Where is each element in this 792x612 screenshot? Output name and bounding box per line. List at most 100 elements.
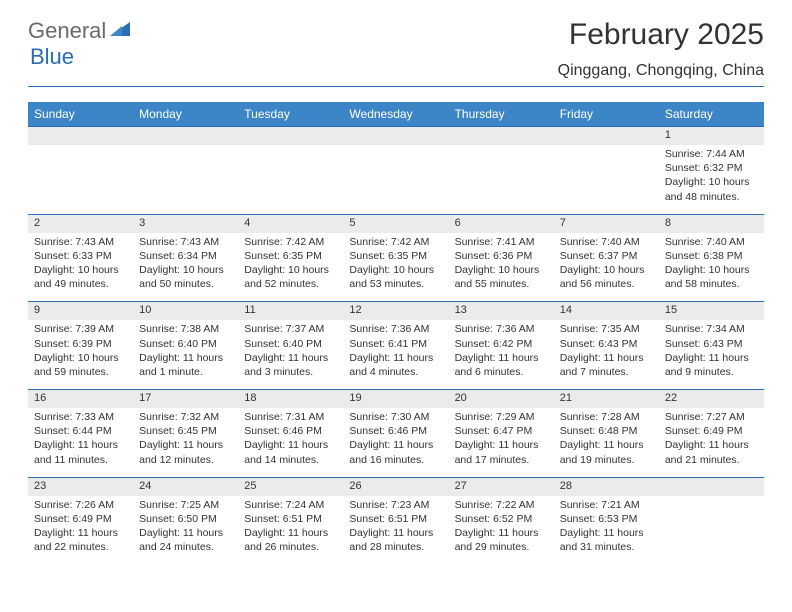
sunset-text: Sunset: 6:35 PM [349, 249, 442, 263]
daylight-text: Daylight: 10 hours and 59 minutes. [34, 351, 127, 379]
sunset-text: Sunset: 6:51 PM [349, 512, 442, 526]
day-details-cell: Sunrise: 7:43 AMSunset: 6:34 PMDaylight:… [133, 233, 238, 302]
sunrise-text: Sunrise: 7:31 AM [244, 410, 337, 424]
sunset-text: Sunset: 6:39 PM [34, 337, 127, 351]
day-details-cell: Sunrise: 7:29 AMSunset: 6:47 PMDaylight:… [449, 408, 554, 477]
day-details-cell: Sunrise: 7:36 AMSunset: 6:42 PMDaylight:… [449, 320, 554, 389]
day-number-cell: 9 [28, 302, 133, 321]
daylight-text: Daylight: 11 hours and 9 minutes. [665, 351, 758, 379]
day-details-cell: Sunrise: 7:42 AMSunset: 6:35 PMDaylight:… [238, 233, 343, 302]
day-number-cell: 4 [238, 214, 343, 233]
day-details-cell [554, 145, 659, 214]
day-number-cell: 7 [554, 214, 659, 233]
day-number-cell: 16 [28, 390, 133, 409]
title-block: February 2025 [569, 18, 764, 56]
sunset-text: Sunset: 6:43 PM [560, 337, 653, 351]
daylight-text: Daylight: 11 hours and 22 minutes. [34, 526, 127, 554]
day-number: 23 [28, 478, 133, 496]
day-number-cell: 25 [238, 477, 343, 496]
day-details-cell: Sunrise: 7:41 AMSunset: 6:36 PMDaylight:… [449, 233, 554, 302]
day-details-cell: Sunrise: 7:30 AMSunset: 6:46 PMDaylight:… [343, 408, 448, 477]
day-number: 2 [28, 215, 133, 233]
day-number: 17 [133, 390, 238, 408]
sunrise-text: Sunrise: 7:22 AM [455, 498, 548, 512]
sunrise-text: Sunrise: 7:21 AM [560, 498, 653, 512]
day-number: 14 [554, 302, 659, 320]
day-number: 22 [659, 390, 764, 408]
day-number: 18 [238, 390, 343, 408]
weekday-header: Wednesday [343, 102, 448, 127]
day-details-cell: Sunrise: 7:40 AMSunset: 6:38 PMDaylight:… [659, 233, 764, 302]
day-number-cell: 14 [554, 302, 659, 321]
day-number-cell [554, 127, 659, 146]
day-details-cell: Sunrise: 7:28 AMSunset: 6:48 PMDaylight:… [554, 408, 659, 477]
sunset-text: Sunset: 6:52 PM [455, 512, 548, 526]
day-details-cell: Sunrise: 7:44 AMSunset: 6:32 PMDaylight:… [659, 145, 764, 214]
day-details-cell [28, 145, 133, 214]
weekday-header: Sunday [28, 102, 133, 127]
weekday-header: Tuesday [238, 102, 343, 127]
sunset-text: Sunset: 6:37 PM [560, 249, 653, 263]
sunset-text: Sunset: 6:40 PM [244, 337, 337, 351]
day-number: 24 [133, 478, 238, 496]
daylight-text: Daylight: 11 hours and 31 minutes. [560, 526, 653, 554]
day-details-cell: Sunrise: 7:43 AMSunset: 6:33 PMDaylight:… [28, 233, 133, 302]
daylight-text: Daylight: 10 hours and 58 minutes. [665, 263, 758, 291]
day-number-cell [28, 127, 133, 146]
calendar-week-details-row: Sunrise: 7:33 AMSunset: 6:44 PMDaylight:… [28, 408, 764, 477]
day-number-cell [133, 127, 238, 146]
daylight-text: Daylight: 11 hours and 14 minutes. [244, 438, 337, 466]
daylight-text: Daylight: 11 hours and 24 minutes. [139, 526, 232, 554]
sunrise-text: Sunrise: 7:43 AM [34, 235, 127, 249]
day-number: 16 [28, 390, 133, 408]
day-details-cell: Sunrise: 7:27 AMSunset: 6:49 PMDaylight:… [659, 408, 764, 477]
day-number-cell: 5 [343, 214, 448, 233]
sunset-text: Sunset: 6:36 PM [455, 249, 548, 263]
day-number: 10 [133, 302, 238, 320]
day-number-cell: 19 [343, 390, 448, 409]
calendar-week-num-row: 9101112131415 [28, 302, 764, 321]
sunset-text: Sunset: 6:47 PM [455, 424, 548, 438]
weekday-header: Monday [133, 102, 238, 127]
day-details-cell: Sunrise: 7:22 AMSunset: 6:52 PMDaylight:… [449, 496, 554, 565]
daylight-text: Daylight: 11 hours and 7 minutes. [560, 351, 653, 379]
daylight-text: Daylight: 11 hours and 3 minutes. [244, 351, 337, 379]
sunrise-text: Sunrise: 7:35 AM [560, 322, 653, 336]
day-details-cell: Sunrise: 7:40 AMSunset: 6:37 PMDaylight:… [554, 233, 659, 302]
day-number: 27 [449, 478, 554, 496]
day-details-cell: Sunrise: 7:33 AMSunset: 6:44 PMDaylight:… [28, 408, 133, 477]
day-number-cell: 22 [659, 390, 764, 409]
sunset-text: Sunset: 6:40 PM [139, 337, 232, 351]
sunset-text: Sunset: 6:53 PM [560, 512, 653, 526]
calendar-week-details-row: Sunrise: 7:43 AMSunset: 6:33 PMDaylight:… [28, 233, 764, 302]
day-details-cell: Sunrise: 7:24 AMSunset: 6:51 PMDaylight:… [238, 496, 343, 565]
daylight-text: Daylight: 11 hours and 1 minute. [139, 351, 232, 379]
day-number [133, 127, 238, 145]
sunrise-text: Sunrise: 7:40 AM [665, 235, 758, 249]
weekday-header: Friday [554, 102, 659, 127]
sunset-text: Sunset: 6:50 PM [139, 512, 232, 526]
weekday-header: Saturday [659, 102, 764, 127]
page-header: General February 2025 [0, 0, 792, 62]
day-number-cell: 17 [133, 390, 238, 409]
day-number [343, 127, 448, 145]
day-number: 7 [554, 215, 659, 233]
sunrise-text: Sunrise: 7:41 AM [455, 235, 548, 249]
sunset-text: Sunset: 6:34 PM [139, 249, 232, 263]
day-number: 25 [238, 478, 343, 496]
sunrise-text: Sunrise: 7:36 AM [455, 322, 548, 336]
day-number-cell: 1 [659, 127, 764, 146]
day-number-cell: 2 [28, 214, 133, 233]
daylight-text: Daylight: 11 hours and 28 minutes. [349, 526, 442, 554]
day-number-cell: 8 [659, 214, 764, 233]
daylight-text: Daylight: 10 hours and 48 minutes. [665, 175, 758, 203]
sunrise-text: Sunrise: 7:40 AM [560, 235, 653, 249]
day-number: 3 [133, 215, 238, 233]
day-number: 6 [449, 215, 554, 233]
day-details-cell: Sunrise: 7:37 AMSunset: 6:40 PMDaylight:… [238, 320, 343, 389]
sunset-text: Sunset: 6:42 PM [455, 337, 548, 351]
sunrise-text: Sunrise: 7:23 AM [349, 498, 442, 512]
daylight-text: Daylight: 11 hours and 21 minutes. [665, 438, 758, 466]
sunrise-text: Sunrise: 7:24 AM [244, 498, 337, 512]
day-number: 4 [238, 215, 343, 233]
